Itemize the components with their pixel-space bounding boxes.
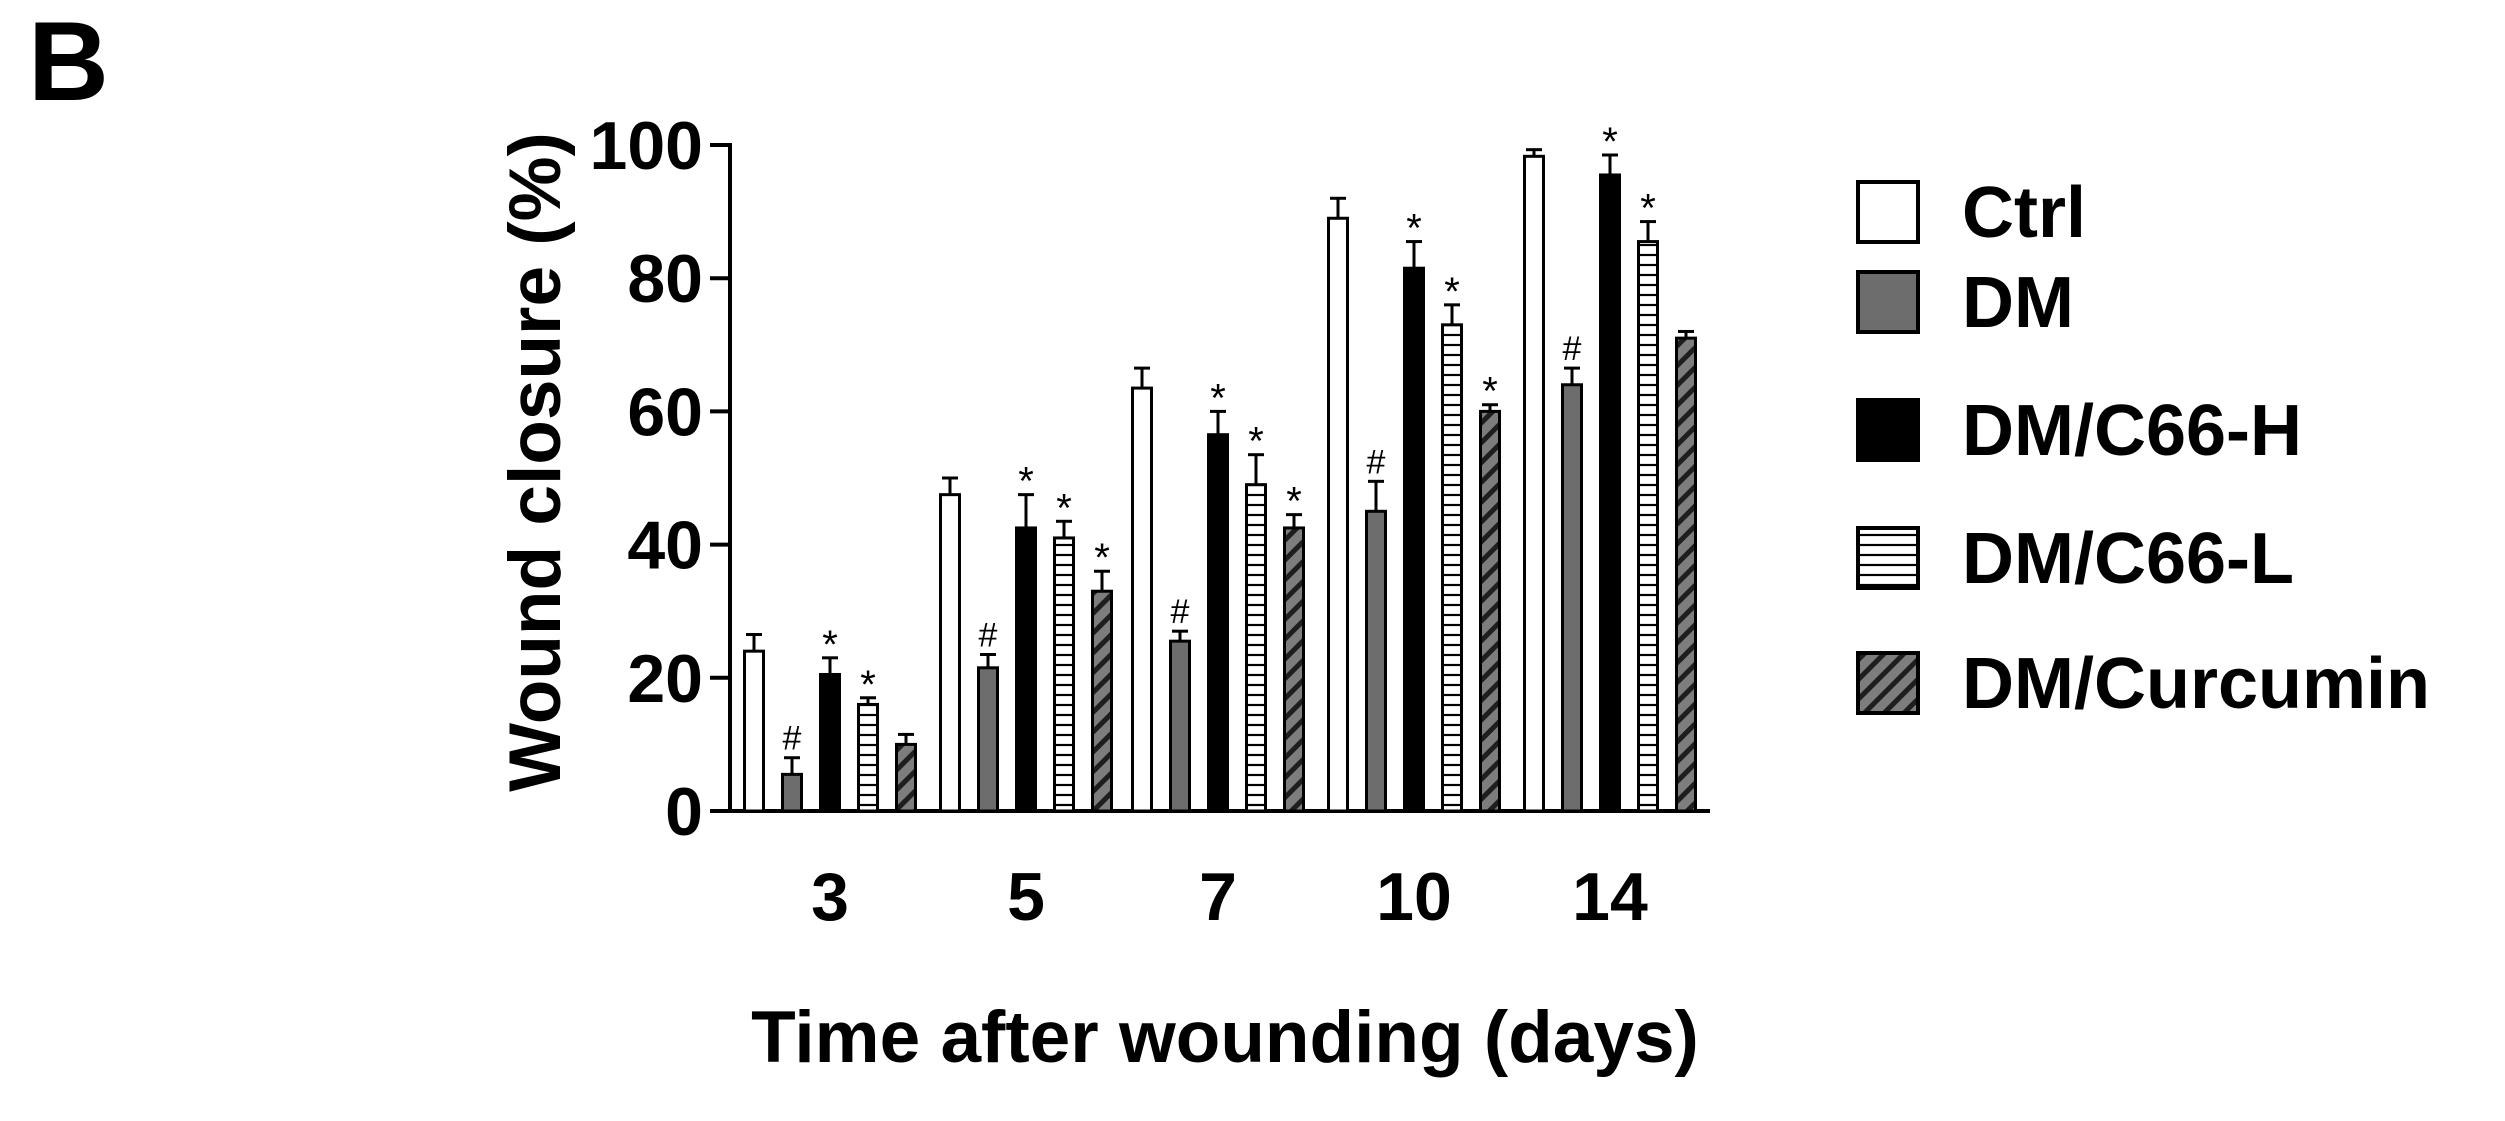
legend-label: Ctrl [1962,173,2086,253]
legend-label: DM/C66-H [1962,391,2302,471]
x-tick-label: 14 [1572,859,1648,935]
bar [1479,409,1501,813]
y-tick-label: 40 [627,508,703,584]
x-ticks: 3 5 7 10 14 [811,859,1648,935]
y-axis-label: Wound closure (%) [495,132,576,792]
legend-swatch [1856,398,1920,462]
significance-mark: * [1640,187,1656,231]
significance-mark: * [1210,376,1226,420]
y-ticks: 0 20 40 60 80 100 [590,108,730,850]
significance-mark: # [979,616,998,654]
x-axis-label: Time after wounding (days) [751,997,1699,1078]
significance-mark: # [1563,330,1582,368]
bar [1599,173,1621,813]
bar [977,666,999,813]
significance-mark: * [860,663,876,707]
significance-mark: * [1056,486,1072,530]
x-tick-label: 5 [1007,859,1045,935]
bars: # * * # * * * # * * * # * * * # * * [743,120,1697,813]
significance-mark: # [1171,593,1190,631]
legend: Ctrl DM DM/C66-H DM/C66-L DM/Curcumin [1856,173,2430,724]
bar [1365,509,1387,813]
bar [743,649,765,813]
significance-mark: * [1602,120,1618,164]
bar [1523,154,1545,813]
x-tick-label: 10 [1376,859,1452,935]
x-tick-label: 7 [1199,859,1237,935]
bar [1403,266,1425,813]
legend-label: DM [1962,263,2074,343]
bar [1245,483,1267,813]
significance-mark: * [1248,420,1264,464]
y-tick-label: 60 [627,374,703,450]
significance-mark: * [1482,370,1498,414]
bar [1283,526,1305,813]
bar [1441,323,1463,813]
significance-mark: * [1094,536,1110,580]
y-tick-label: 80 [627,241,703,317]
legend-swatch [1856,180,1920,244]
significance-mark: * [1018,460,1034,504]
bar [781,772,803,813]
legend-swatch [1856,651,1920,715]
bar [1637,240,1659,813]
bar [1131,386,1153,813]
significance-mark: * [1286,480,1302,524]
bar [939,493,961,813]
bar [819,672,841,813]
legend-swatch [1856,270,1920,334]
x-tick-label: 3 [811,859,849,935]
significance-mark: # [783,720,802,758]
y-tick-label: 0 [665,774,703,850]
y-tick-label: 100 [590,108,703,184]
significance-mark: * [1444,270,1460,314]
bar [1327,216,1349,813]
legend-swatch [1856,526,1920,590]
significance-mark: * [822,623,838,667]
bar [1561,383,1583,813]
bar [1015,526,1037,813]
bar [1091,589,1113,813]
bar [1053,536,1075,813]
significance-mark: * [1406,207,1422,251]
bar [1675,336,1697,813]
bar [857,702,879,813]
legend-label: DM/Curcumin [1962,644,2430,724]
bar [1207,433,1229,813]
y-tick-label: 20 [627,641,703,717]
panel-label: B [28,0,109,124]
significance-mark: # [1367,443,1386,481]
bar [1169,639,1191,813]
bar [895,742,917,813]
legend-label: DM/C66-L [1962,519,2294,599]
